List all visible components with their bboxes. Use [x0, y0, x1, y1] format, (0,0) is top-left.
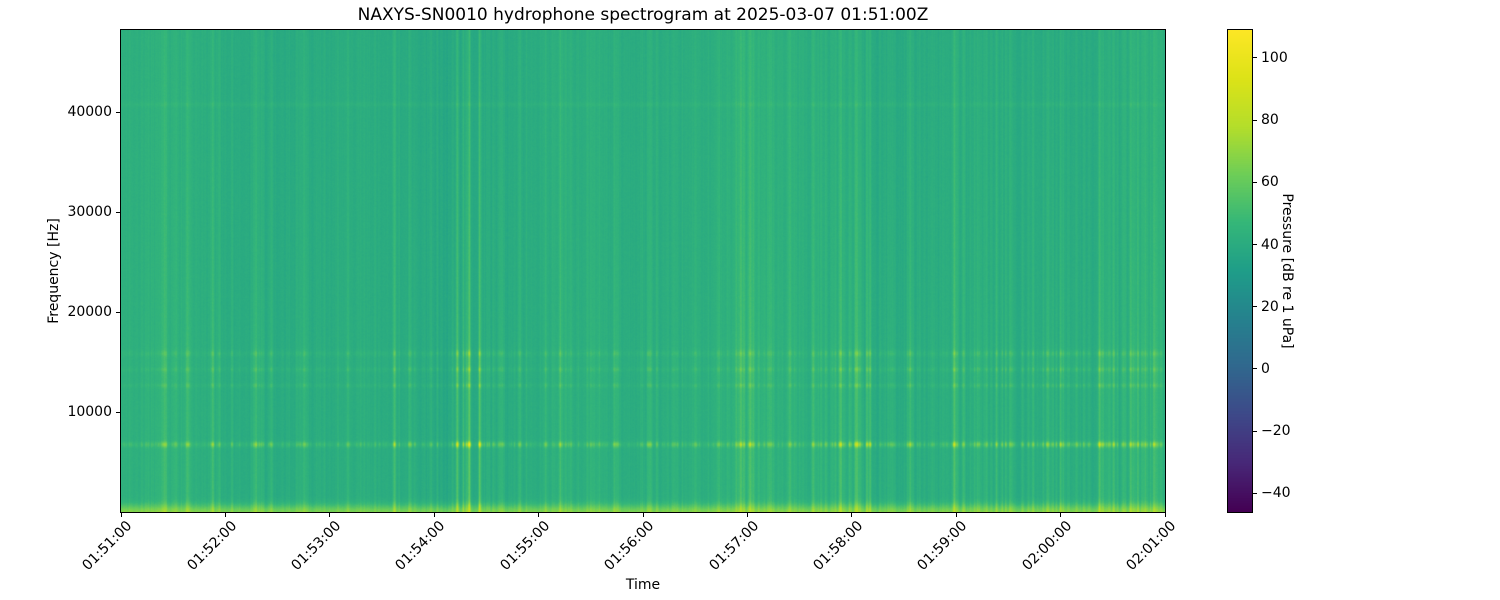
colorbar-tick-label: 80 — [1261, 112, 1279, 129]
x-tick-label: 01:58:00 — [810, 518, 867, 574]
y-tick-label: 40000 — [67, 104, 112, 120]
x-tick — [224, 513, 226, 517]
colorbar-tick — [1253, 57, 1257, 59]
x-tick — [120, 513, 122, 517]
y-tick-label: 20000 — [67, 304, 112, 320]
chart-title: NAXYS-SN0010 hydrophone spectrogram at 2… — [357, 5, 929, 25]
x-tick-label: 01:52:00 — [183, 518, 240, 574]
y-tick — [116, 411, 120, 413]
x-tick-label: 01:54:00 — [392, 518, 449, 574]
x-tick-label: 01:55:00 — [497, 518, 553, 574]
x-tick — [329, 513, 331, 517]
colorbar-tick-label: 60 — [1261, 174, 1279, 191]
x-tick-label: 02:00:00 — [1019, 518, 1075, 574]
colorbar-tick-label: 40 — [1261, 236, 1279, 253]
x-tick-label: 01:59:00 — [914, 518, 971, 574]
x-tick-label: 01:53:00 — [288, 518, 345, 574]
y-tick-label: 10000 — [67, 404, 112, 420]
y-tick — [116, 311, 120, 313]
colorbar-gradient — [1228, 30, 1252, 512]
colorbar-tick-label: 100 — [1261, 49, 1288, 66]
colorbar-tick — [1253, 119, 1257, 121]
x-axis-label: Time — [625, 577, 661, 593]
colorbar-label: Pressure [dB re 1 uPa] — [1279, 193, 1295, 349]
spectrogram-plot-area — [120, 29, 1166, 513]
x-tick — [433, 513, 435, 517]
x-tick — [1164, 513, 1166, 517]
colorbar-tick-label: −20 — [1261, 423, 1291, 440]
x-tick — [955, 513, 957, 517]
y-tick — [116, 111, 120, 113]
colorbar-tick — [1253, 306, 1257, 308]
colorbar-tick-label: 20 — [1261, 298, 1279, 315]
x-tick — [851, 513, 853, 517]
y-tick — [116, 211, 120, 213]
x-tick — [746, 513, 748, 517]
x-tick — [1060, 513, 1062, 517]
spectrogram-heatmap — [121, 30, 1165, 512]
colorbar-tick-label: −40 — [1261, 485, 1291, 502]
x-tick-label: 01:51:00 — [79, 518, 136, 574]
colorbar-tick — [1253, 368, 1257, 370]
x-tick — [538, 513, 540, 517]
colorbar-tick — [1253, 430, 1257, 432]
x-tick-label: 01:56:00 — [601, 518, 658, 574]
colorbar-tick-label: 0 — [1261, 360, 1270, 377]
x-tick — [642, 513, 644, 517]
colorbar-tick — [1253, 244, 1257, 246]
colorbar-tick — [1253, 492, 1257, 494]
y-tick-label: 30000 — [67, 204, 112, 220]
colorbar — [1227, 29, 1253, 513]
x-tick-label: 02:01:00 — [1123, 518, 1180, 574]
x-tick-label: 01:57:00 — [705, 518, 762, 574]
colorbar-tick — [1253, 181, 1257, 183]
